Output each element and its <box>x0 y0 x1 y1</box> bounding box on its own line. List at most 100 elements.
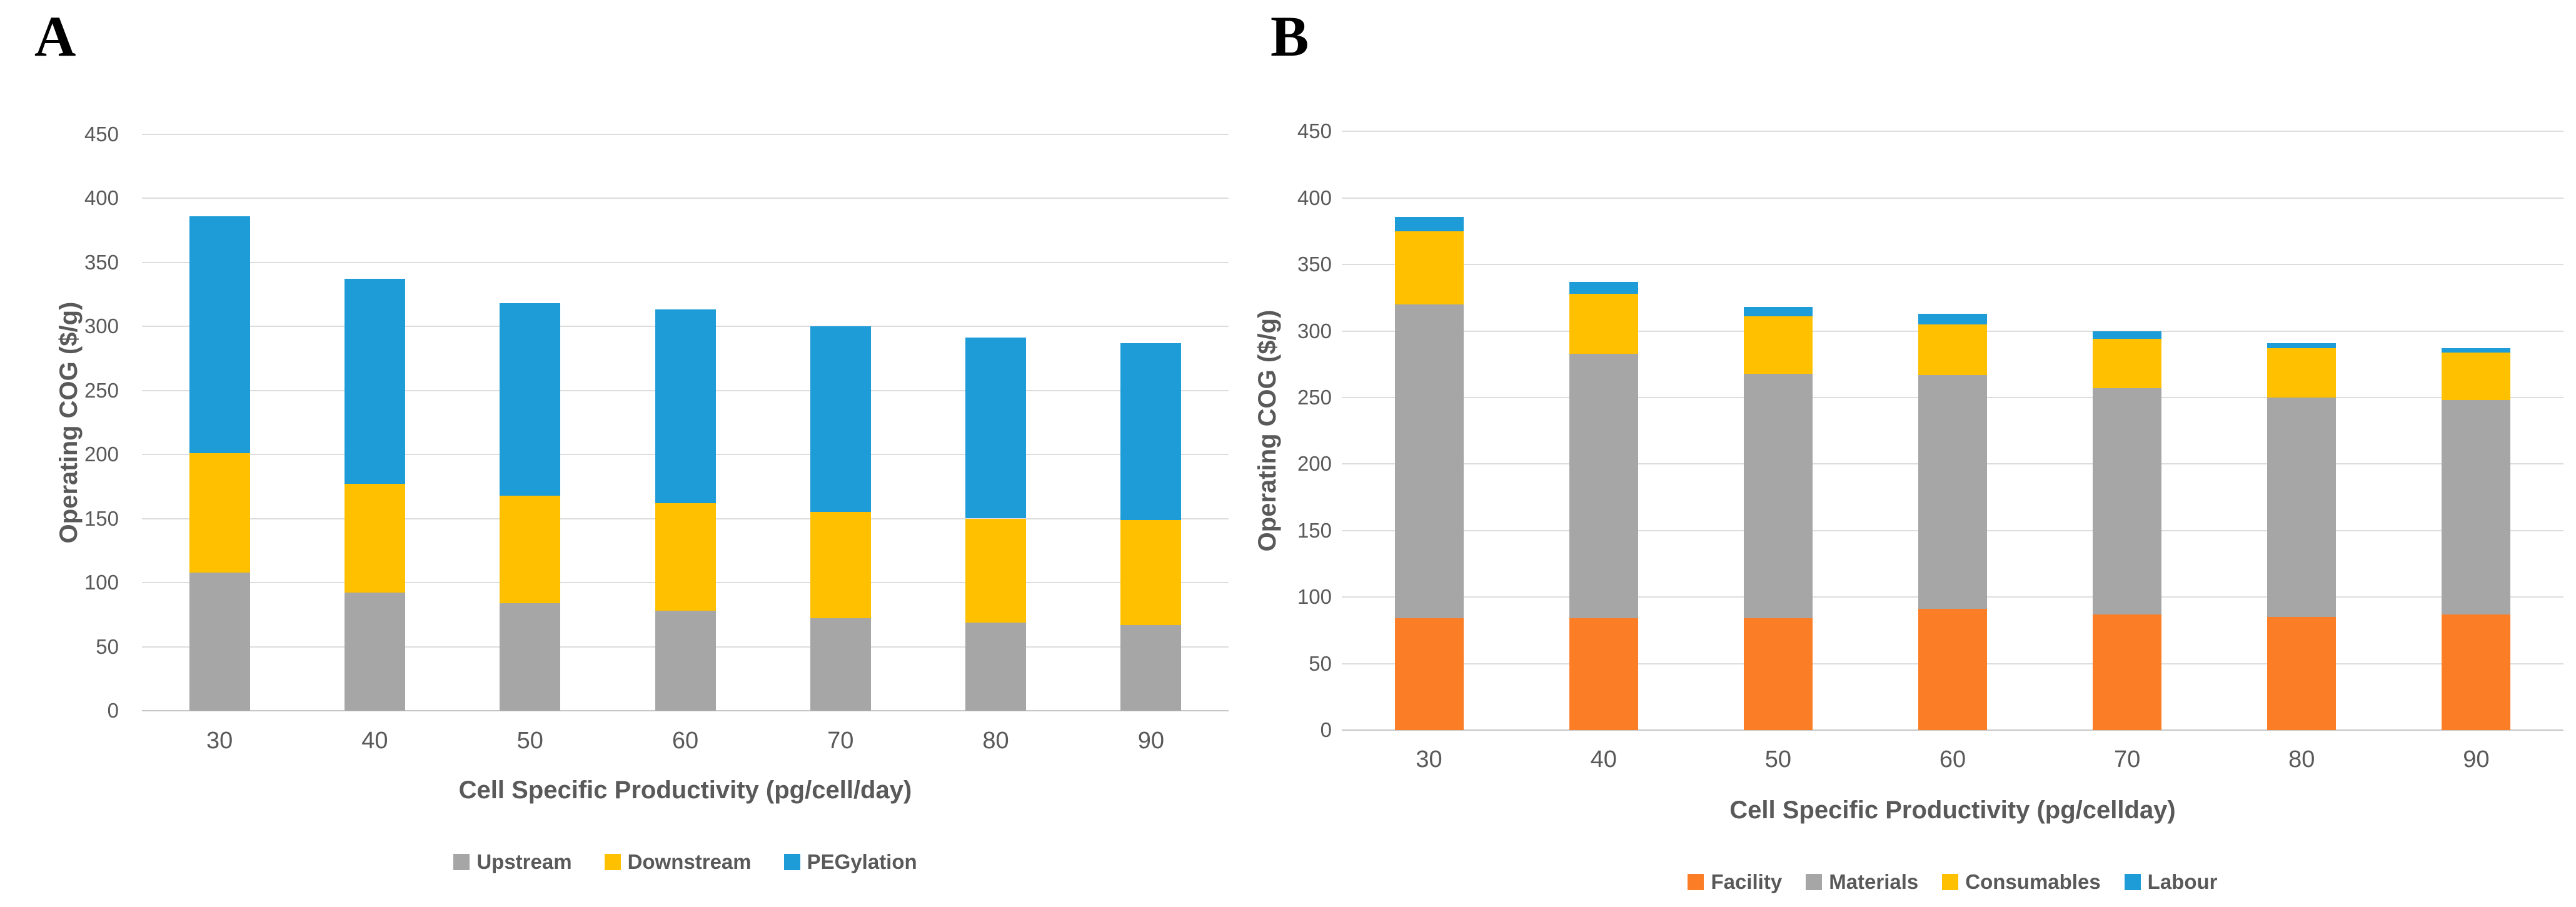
panel-b-bar-70-labour <box>2093 331 2162 339</box>
panel-a-bar-50-downstream <box>500 495 561 603</box>
panel-a-bar-30-downstream <box>189 453 250 573</box>
panel-b-ytick-200: 200 <box>1297 452 1332 476</box>
panel-b-legend-swatch-consumables <box>1942 874 1959 890</box>
panel-b-bar-60-materials <box>1918 374 1987 609</box>
panel-a-legend-swatch-upstream <box>453 854 470 870</box>
panel-b-bar-80-materials <box>2267 398 2337 618</box>
panel-b-gridline-0 <box>1342 729 2563 731</box>
panel-a-bar-50-upstream <box>500 603 561 711</box>
panel-b-category-label-70: 70 <box>2114 746 2141 773</box>
panel-a-bar-60-upstream <box>655 611 716 711</box>
panel-b-legend-swatch-labour <box>2124 874 2141 890</box>
panel-b-ytick-250: 250 <box>1297 386 1332 409</box>
panel-a-ytick-400: 400 <box>84 186 119 209</box>
panel-a-bar-40-pegylation <box>344 279 405 484</box>
panel-a-bar-90-pegylation <box>1120 343 1182 520</box>
panel-a-legend-swatch-downstream <box>604 854 621 870</box>
panel-b-bar-30-materials <box>1394 304 1464 619</box>
panel-a-bar-80-pegylation <box>965 338 1027 519</box>
panel-a-bar-80-upstream <box>965 622 1027 711</box>
panel-b-category-label-60: 60 <box>1939 746 1966 773</box>
panel-a-ytick-50: 50 <box>96 634 119 658</box>
panel-a-category-label-50: 50 <box>516 728 543 754</box>
panel-b-ytick-350: 350 <box>1297 253 1332 276</box>
panel-a-bar-30-pegylation <box>189 216 250 453</box>
panel-a-bar-70-upstream <box>810 618 871 711</box>
panel-b-legend-label-labour: Labour <box>2147 870 2218 893</box>
panel-b-legend-item-labour: Labour <box>2124 870 2218 894</box>
panel-b-legend-item-facility: Facility <box>1688 870 1782 894</box>
panel-b-ytick-400: 400 <box>1297 186 1332 209</box>
panel-b-x-axis-title: Cell Specific Productivity (pg/cellday) <box>1729 796 2176 824</box>
panel-b-bar-60-consumables <box>1918 324 1987 375</box>
panel-a-category-label-90: 90 <box>1137 728 1164 754</box>
panel-a-letter: A <box>34 4 76 68</box>
panel-a-bar-90-downstream <box>1120 519 1182 625</box>
panel-a-legend-item-pegylation: PEGylation <box>783 850 917 874</box>
panel-a-legend: Upstream Downstream PEGylation <box>142 850 1229 874</box>
panel-b-bar-30-consumables <box>1394 231 1464 305</box>
panel-b-legend-swatch-facility <box>1688 874 1704 890</box>
panel-a-bar-40-downstream <box>344 484 405 593</box>
panel-a-legend-item-upstream: Upstream <box>453 850 572 874</box>
panel-b-ytick-300: 300 <box>1297 319 1332 343</box>
panel-b-bar-80-consumables <box>2267 348 2337 398</box>
panel-a-bar-70-downstream <box>810 512 871 619</box>
panel-b-ytick-0: 0 <box>1320 718 1332 741</box>
panel-b-legend-swatch-materials <box>1806 874 1823 890</box>
panel-b-gridline-350 <box>1342 264 2563 266</box>
panel-b-bar-90-facility <box>2442 614 2511 730</box>
panel-b-bar-40-consumables <box>1569 294 1638 354</box>
panel-b-category-label-80: 80 <box>2288 746 2315 773</box>
panel-b-ytick-50: 50 <box>1309 651 1332 675</box>
panel-a-ytick-300: 300 <box>84 314 119 338</box>
panel-a-ytick-0: 0 <box>107 699 119 722</box>
panel-a-category-label-80: 80 <box>982 728 1009 754</box>
panel-b-bar-90-labour <box>2442 348 2511 353</box>
panel-b-bar-90-materials <box>2442 400 2511 614</box>
panel-a-category-label-30: 30 <box>206 728 233 754</box>
panel-b-bar-80-labour <box>2267 343 2337 349</box>
panel-a-ytick-250: 250 <box>84 378 119 402</box>
panel-a-ytick-100: 100 <box>84 571 119 594</box>
panel-a-category-label-60: 60 <box>672 728 699 754</box>
panel-a-legend-label-downstream: Downstream <box>627 850 752 873</box>
panel-b-gridline-450 <box>1342 131 2563 133</box>
panel-a-bar-60-pegylation <box>655 309 716 503</box>
panel-b-ytick-450: 450 <box>1297 119 1332 143</box>
panel-a-gridline-400 <box>142 198 1229 199</box>
panel-a-gridline-450 <box>142 133 1229 135</box>
panel-a-category-label-70: 70 <box>827 728 854 754</box>
panel-b-bar-30-labour <box>1394 216 1464 231</box>
panel-b-y-axis-title: Operating COG ($/g) <box>1254 309 1281 552</box>
panel-a-bar-30-upstream <box>189 572 250 711</box>
panel-b-bar-70-consumables <box>2093 339 2162 389</box>
panel-a-gridline-350 <box>142 261 1229 263</box>
panel-b-bar-50-consumables <box>1743 316 1813 374</box>
panel-a-ytick-350: 350 <box>84 250 119 274</box>
panel-a-bar-40-upstream <box>344 593 405 711</box>
panel-b-legend-item-consumables: Consumables <box>1942 870 2101 894</box>
panel-a-category-label-40: 40 <box>361 728 388 754</box>
panel-b-legend-label-consumables: Consumables <box>1965 870 2101 893</box>
panel-a-bar-50-pegylation <box>500 303 561 496</box>
panel-b-legend-item-materials: Materials <box>1806 870 1918 894</box>
panel-a-x-axis-title: Cell Specific Productivity (pg/cell/day) <box>458 776 912 804</box>
panel-b-category-label-90: 90 <box>2463 746 2490 773</box>
panel-a-bar-60-downstream <box>655 503 716 611</box>
panel-b-letter: B <box>1270 4 1309 68</box>
panel-a-ytick-200: 200 <box>84 443 119 466</box>
panel-a-bar-90-upstream <box>1120 624 1182 711</box>
panel-b-bar-90-consumables <box>2442 352 2511 401</box>
panel-a-bar-70-pegylation <box>810 326 871 513</box>
panel-a-legend-swatch-pegylation <box>783 854 800 870</box>
panel-b-bar-50-labour <box>1743 307 1813 317</box>
panel-b-ytick-100: 100 <box>1297 585 1332 609</box>
panel-a-legend-label-upstream: Upstream <box>476 850 572 873</box>
panel-a-legend-label-pegylation: PEGylation <box>807 850 917 873</box>
panel-b-ytick-150: 150 <box>1297 518 1332 542</box>
panel-b-bar-40-materials <box>1569 353 1638 619</box>
panel-b-bar-60-labour <box>1918 313 1987 324</box>
panel-b-gridline-400 <box>1342 197 2563 199</box>
